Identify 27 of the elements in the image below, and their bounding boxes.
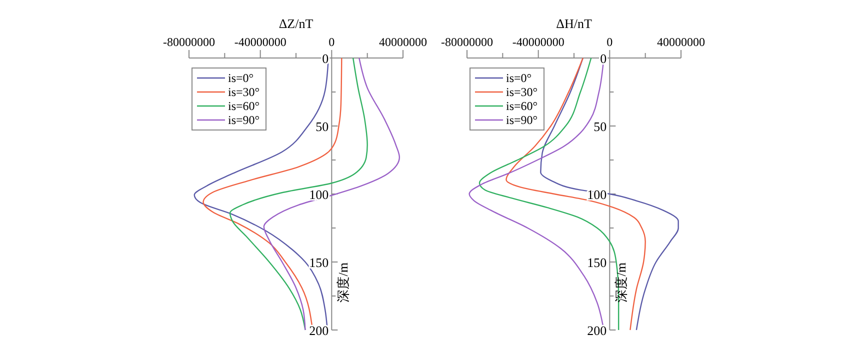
legend-label: is=90°: [506, 113, 538, 127]
x-tick-label: 40000000: [657, 35, 705, 49]
x-axis-title: ΔZ/nT: [278, 16, 314, 31]
y-tick-label: 0: [600, 51, 607, 66]
y-tick-label: 100: [309, 187, 329, 202]
legend-label: is=0°: [506, 71, 532, 85]
legend-label: is=30°: [506, 85, 538, 99]
x-tick-label: -40000000: [512, 35, 564, 49]
x-tick-label: -40000000: [234, 35, 286, 49]
y-tick-label: 200: [309, 323, 329, 338]
x-tick-label: -80000000: [163, 35, 215, 49]
y-tick-label: 50: [316, 119, 329, 134]
legend-label: is=30°: [228, 85, 260, 99]
y-tick-label: 150: [309, 255, 329, 270]
x-axis-title: ΔH/nT: [556, 16, 592, 31]
y-tick-label: 150: [587, 255, 607, 270]
y-axis-title: 深度/m: [336, 262, 351, 302]
y-axis-title: 深度/m: [614, 262, 629, 302]
legend-label: is=0°: [228, 71, 254, 85]
x-tick-label: -80000000: [441, 35, 493, 49]
x-tick-label: 40000000: [379, 35, 427, 49]
legend-label: is=60°: [228, 99, 260, 113]
y-tick-label: 200: [587, 323, 607, 338]
legend-label: is=60°: [506, 99, 538, 113]
legend-label: is=90°: [228, 113, 260, 127]
y-tick-label: 50: [594, 119, 607, 134]
y-tick-label: 0: [322, 51, 329, 66]
